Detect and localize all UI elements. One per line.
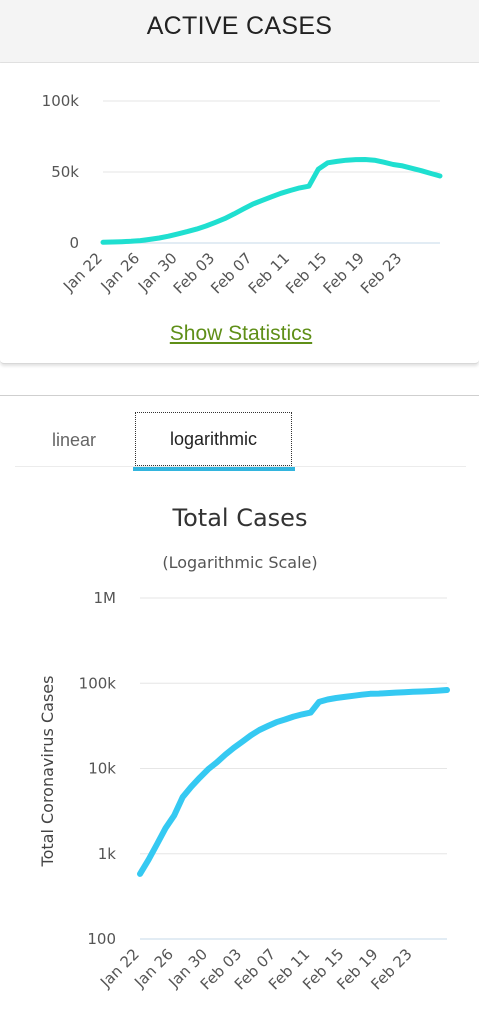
x-tick-label: Feb 03 — [170, 249, 218, 297]
page-title: ACTIVE CASES — [146, 12, 333, 40]
tab-linear[interactable]: linear — [52, 430, 97, 450]
x-tick-label: Jan 26 — [97, 249, 144, 296]
tabs-baseline — [15, 466, 466, 467]
tab-active-indicator — [133, 467, 295, 471]
x-tick-label: Jan 22 — [96, 945, 143, 992]
series-line — [137, 687, 450, 877]
x-tick-label: Feb 23 — [357, 249, 405, 297]
y-tick-label: 0 — [69, 234, 79, 252]
y-tick-label: 100 — [87, 930, 116, 948]
y-tick-label: 1k — [98, 845, 117, 863]
chart-subtitle: (Logarithmic Scale) — [162, 553, 317, 572]
series-line — [100, 157, 443, 245]
y-tick-label: 50k — [51, 163, 79, 181]
y-tick-label: 100k — [42, 92, 80, 110]
x-tick-label: Jan 26 — [130, 945, 177, 992]
x-tick-label: Feb 19 — [320, 249, 368, 297]
show-statistics-link[interactable]: Show Statistics — [169, 322, 313, 345]
y-tick-label: 10k — [88, 760, 116, 778]
y-axis-label: Total Coronavirus Cases — [38, 676, 57, 868]
y-tick-label: 100k — [79, 674, 117, 692]
x-tick-label: Jan 22 — [59, 249, 106, 296]
section-divider — [0, 395, 479, 396]
chart-title: Total Cases — [172, 504, 308, 532]
x-tick-label: Feb 07 — [207, 249, 255, 297]
tab-logarithmic[interactable]: logarithmic — [135, 412, 292, 466]
x-tick-label: Feb 15 — [282, 249, 330, 297]
header-bar: ACTIVE CASES — [0, 0, 479, 63]
x-tick-label: Feb 11 — [245, 249, 293, 297]
y-tick-label: 1M — [94, 589, 117, 607]
